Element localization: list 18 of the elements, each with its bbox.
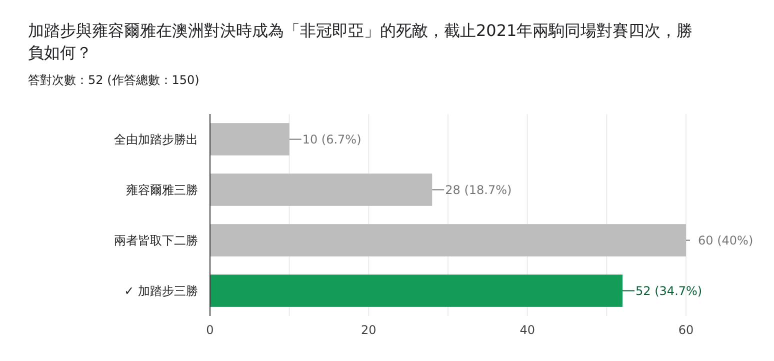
y-tick-label: ✓ 加踏步三勝 <box>124 284 198 298</box>
data-label: 10 (6.7%) <box>302 132 362 146</box>
x-tick-label: 0 <box>206 323 214 337</box>
y-tick-label: 雍容爾雅三勝 <box>126 182 198 197</box>
bar <box>210 224 686 256</box>
data-label: 52 (34.7%) <box>636 284 702 298</box>
bar <box>210 123 290 156</box>
y-tick-label: 兩者皆取下二勝 <box>114 233 198 248</box>
data-label: 60 (40%) <box>698 233 754 248</box>
chart-title: 加踏步與雍容爾雅在澳洲對決時成為「非冠即亞」的死敵，截止2021年兩駒同場對賽四次，勝負如何？ <box>28 21 693 62</box>
data-label: 28 (18.7%) <box>445 182 512 197</box>
x-tick-label: 60 <box>678 323 694 337</box>
x-tick-label: 20 <box>361 323 376 337</box>
y-tick-label: 全由加踏步勝出 <box>114 132 198 146</box>
bar <box>210 174 432 206</box>
text: 答對次數：52 (作答總數：150) <box>28 73 200 87</box>
x-tick-label: 40 <box>520 323 535 337</box>
bar <box>210 274 623 307</box>
